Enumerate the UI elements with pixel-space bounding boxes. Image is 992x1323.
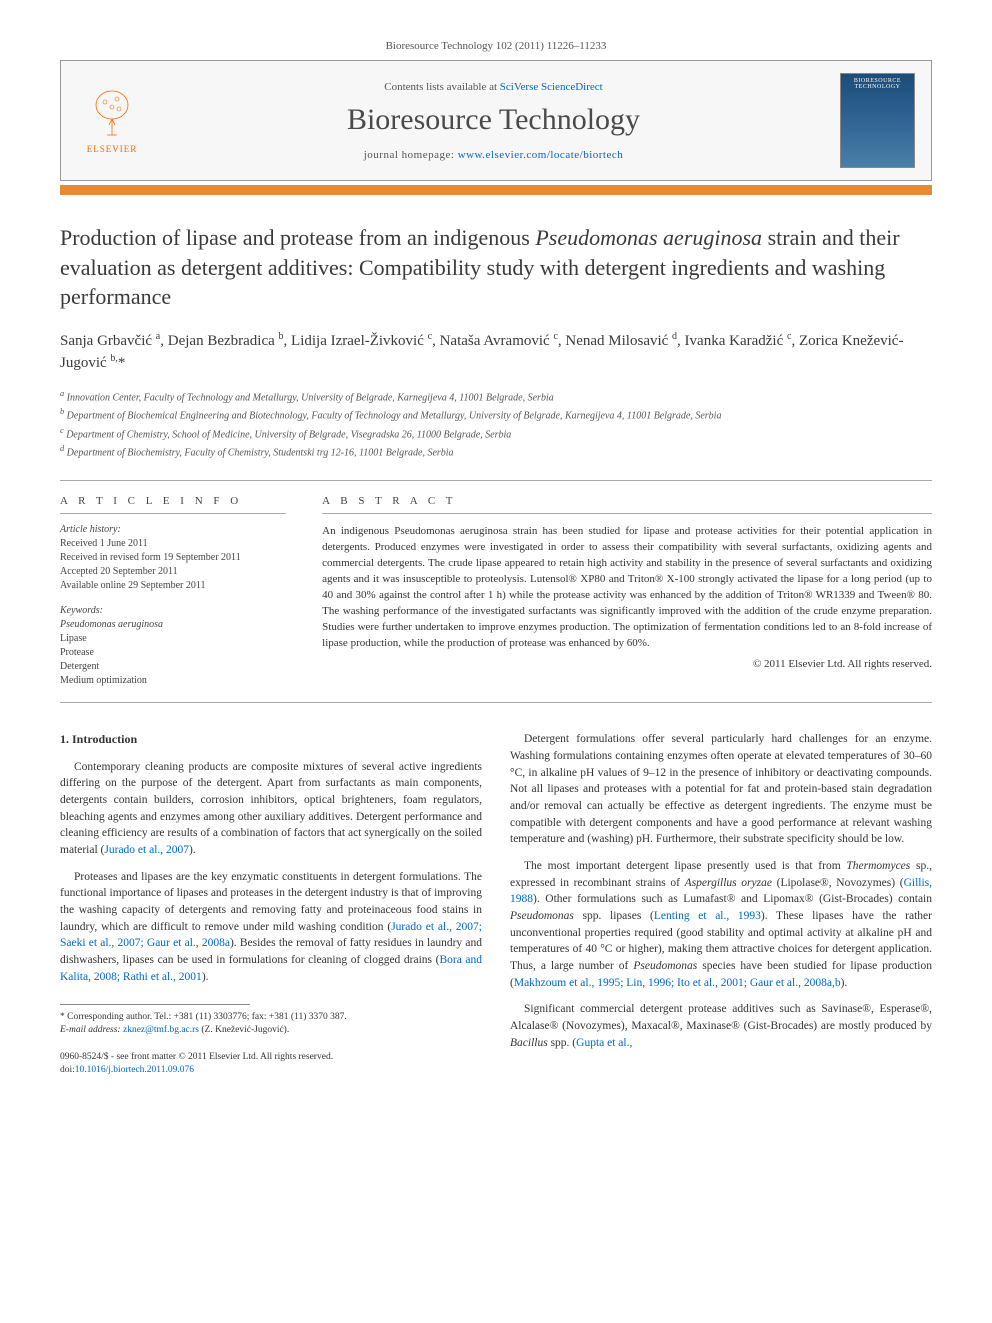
article-info: A R T I C L E I N F O Article history: R… <box>60 481 304 702</box>
body-text: 1. Introduction Contemporary cleaning pr… <box>60 731 932 1077</box>
homepage-prefix: journal homepage: <box>364 149 458 161</box>
ref-jurado-saeki-gaur[interactable]: Jurado et al., 2007; Saeki et al., 2007;… <box>60 921 482 950</box>
body-column-left: 1. Introduction Contemporary cleaning pr… <box>60 731 482 1077</box>
intro-para-4: The most important detergent lipase pres… <box>510 858 932 991</box>
abstract-copyright: © 2011 Elsevier Ltd. All rights reserved… <box>322 658 932 670</box>
intro-para-1: Contemporary cleaning products are compo… <box>60 759 482 859</box>
doi-line: doi:10.1016/j.biortech.2011.09.076 <box>60 1064 482 1077</box>
email-suffix: (Z. Knežević-Jugović). <box>199 1025 289 1035</box>
keyword-item: Pseudomonas aeruginosa <box>60 618 286 632</box>
history-item: Available online 29 September 2011 <box>60 579 286 593</box>
publisher-name: ELSEVIER <box>87 144 138 154</box>
journal-page: Bioresource Technology 102 (2011) 11226–… <box>0 0 992 1118</box>
corr-author-line: * Corresponding author. Tel.: +381 (11) … <box>60 1011 482 1024</box>
contents-prefix: Contents lists available at <box>384 81 499 93</box>
ref-gupta[interactable]: Gupta et al., <box>576 1037 632 1049</box>
keywords-label: Keywords: <box>60 605 286 616</box>
history-list: Received 1 June 2011Received in revised … <box>60 537 286 593</box>
info-abstract-block: A R T I C L E I N F O Article history: R… <box>60 480 932 703</box>
history-item: Received in revised form 19 September 20… <box>60 551 286 565</box>
email-label: E-mail address: <box>60 1025 123 1035</box>
journal-cover-thumbnail: BIORESOURCE TECHNOLOGY <box>840 73 915 168</box>
corr-email-line: E-mail address: zknez@tmf.bg.ac.rs (Z. K… <box>60 1024 482 1037</box>
orange-divider-bar <box>60 185 932 195</box>
abstract-text: An indigenous Pseudomonas aeruginosa str… <box>322 524 932 652</box>
ref-jurado-2007[interactable]: Jurado et al., 2007 <box>104 844 189 856</box>
citation: Bioresource Technology 102 (2011) 11226–… <box>60 40 932 52</box>
header-center: Contents lists available at SciVerse Sci… <box>147 81 840 161</box>
title-species: Pseudomonas aeruginosa <box>535 225 762 250</box>
title-part1: Production of lipase and protease from a… <box>60 225 535 250</box>
history-item: Received 1 June 2011 <box>60 537 286 551</box>
contents-available: Contents lists available at SciVerse Sci… <box>147 81 840 93</box>
journal-homepage: journal homepage: www.elsevier.com/locat… <box>147 149 840 161</box>
intro-heading: 1. Introduction <box>60 731 482 748</box>
keywords-list: Pseudomonas aeruginosaLipaseProteaseDete… <box>60 618 286 688</box>
ref-lenting-1993[interactable]: Lenting et al., 1993 <box>654 910 761 922</box>
abstract: A B S T R A C T An indigenous Pseudomona… <box>304 481 932 702</box>
doi-prefix: doi: <box>60 1065 75 1075</box>
affiliations: a Innovation Center, Faculty of Technolo… <box>60 388 932 460</box>
intro-para-3: Detergent formulations offer several par… <box>510 731 932 848</box>
doi-link[interactable]: 10.1016/j.biortech.2011.09.076 <box>75 1065 194 1075</box>
article-title: Production of lipase and protease from a… <box>60 223 932 312</box>
front-matter-line: 0960-8524/$ - see front matter © 2011 El… <box>60 1051 482 1064</box>
journal-name: Bioresource Technology <box>147 103 840 137</box>
affiliation-line: a Innovation Center, Faculty of Technolo… <box>60 388 932 405</box>
publisher-logo: ELSEVIER <box>77 81 147 161</box>
article-info-label: A R T I C L E I N F O <box>60 495 286 514</box>
affiliation-line: d Department of Biochemistry, Faculty of… <box>60 443 932 460</box>
keyword-item: Protease <box>60 646 286 660</box>
keyword-item: Medium optimization <box>60 674 286 688</box>
intro-para-2: Proteases and lipases are the key enzyma… <box>60 869 482 986</box>
body-column-right: Detergent formulations offer several par… <box>510 731 932 1077</box>
keyword-item: Lipase <box>60 632 286 646</box>
footer-meta: 0960-8524/$ - see front matter © 2011 El… <box>60 1051 482 1078</box>
elsevier-tree-icon <box>87 87 137 142</box>
corr-email-link[interactable]: zknez@tmf.bg.ac.rs <box>123 1025 199 1035</box>
ref-makhzoum-etc[interactable]: Makhzoum et al., 1995; Lin, 1996; Ito et… <box>514 977 841 989</box>
footnote-separator <box>60 1004 250 1005</box>
abstract-label: A B S T R A C T <box>322 495 932 514</box>
sciencedirect-link[interactable]: SciVerse ScienceDirect <box>500 81 603 93</box>
ref-bora-rathi[interactable]: Bora and Kalita, 2008; Rathi et al., 200… <box>60 954 482 983</box>
affiliation-line: c Department of Chemistry, School of Med… <box>60 425 932 442</box>
history-item: Accepted 20 September 2011 <box>60 565 286 579</box>
homepage-link[interactable]: www.elsevier.com/locate/biortech <box>458 149 624 161</box>
history-label: Article history: <box>60 524 286 535</box>
cover-title: BIORESOURCE TECHNOLOGY <box>841 74 914 94</box>
intro-para-5: Significant commercial detergent proteas… <box>510 1001 932 1051</box>
keyword-item: Detergent <box>60 660 286 674</box>
journal-header: ELSEVIER Contents lists available at Sci… <box>60 60 932 181</box>
corresponding-author-footnote: * Corresponding author. Tel.: +381 (11) … <box>60 1011 482 1038</box>
affiliation-line: b Department of Biochemical Engineering … <box>60 406 932 423</box>
author-list: Sanja Grbavčić a, Dejan Bezbradica b, Li… <box>60 330 932 374</box>
